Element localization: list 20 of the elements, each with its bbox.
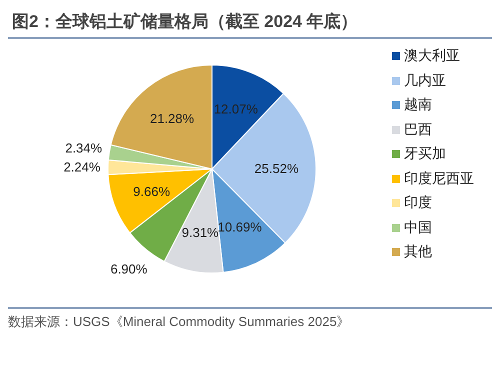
data-label: 6.90%: [110, 261, 148, 276]
data-label: 21.28%: [150, 110, 195, 126]
legend-label: 巴西: [404, 120, 432, 138]
data-label: 12.07%: [214, 102, 258, 117]
data-label: 10.69%: [218, 220, 262, 235]
legend-label: 几内亚: [404, 72, 446, 90]
source-note: 数据来源：USGS《Mineral Commodity Summaries 2025》: [8, 313, 351, 331]
legend-label: 印度尼西亚: [404, 170, 474, 188]
legend-label: 牙买加: [404, 145, 446, 163]
legend-label: 中国: [404, 218, 432, 236]
data-label: 9.66%: [133, 184, 170, 200]
data-label: 2.34%: [65, 140, 103, 156]
chart-title: 图2：全球铝土矿储量格局（截至 2024 年底）: [8, 8, 492, 39]
data-label: 9.31%: [182, 224, 220, 240]
legend-label: 澳大利亚: [404, 47, 460, 65]
data-label: 25.52%: [254, 160, 299, 176]
legend-label: 越南: [404, 96, 432, 114]
legend-label: 其他: [404, 243, 432, 261]
legend-label: 印度: [404, 194, 432, 212]
data-label: 2.24%: [64, 159, 101, 174]
